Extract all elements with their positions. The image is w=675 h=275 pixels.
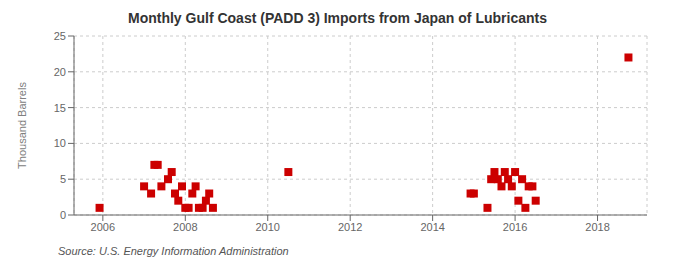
svg-text:Thousand Barrels: Thousand Barrels	[16, 82, 28, 169]
svg-text:20: 20	[54, 66, 66, 78]
svg-text:15: 15	[54, 102, 66, 114]
html-text:Source: U.S. Energy Informatio: Source: U.S. Energy Information Administ…	[58, 245, 289, 257]
svg-text:2008: 2008	[173, 221, 197, 233]
svg-text:2016: 2016	[503, 221, 527, 233]
svg-text:2012: 2012	[338, 221, 362, 233]
svg-text:0: 0	[60, 209, 66, 221]
svg-text:2006: 2006	[91, 221, 115, 233]
svg-text:2014: 2014	[420, 221, 444, 233]
html-text:Monthly Gulf Coast (PADD 3) Im: Monthly Gulf Coast (PADD 3) Imports from…	[128, 10, 547, 26]
svg-text:2018: 2018	[585, 221, 609, 233]
svg-text:25: 25	[54, 30, 66, 42]
svg-text:5: 5	[60, 173, 66, 185]
svg-text:10: 10	[54, 137, 66, 149]
svg-text:2010: 2010	[256, 221, 280, 233]
